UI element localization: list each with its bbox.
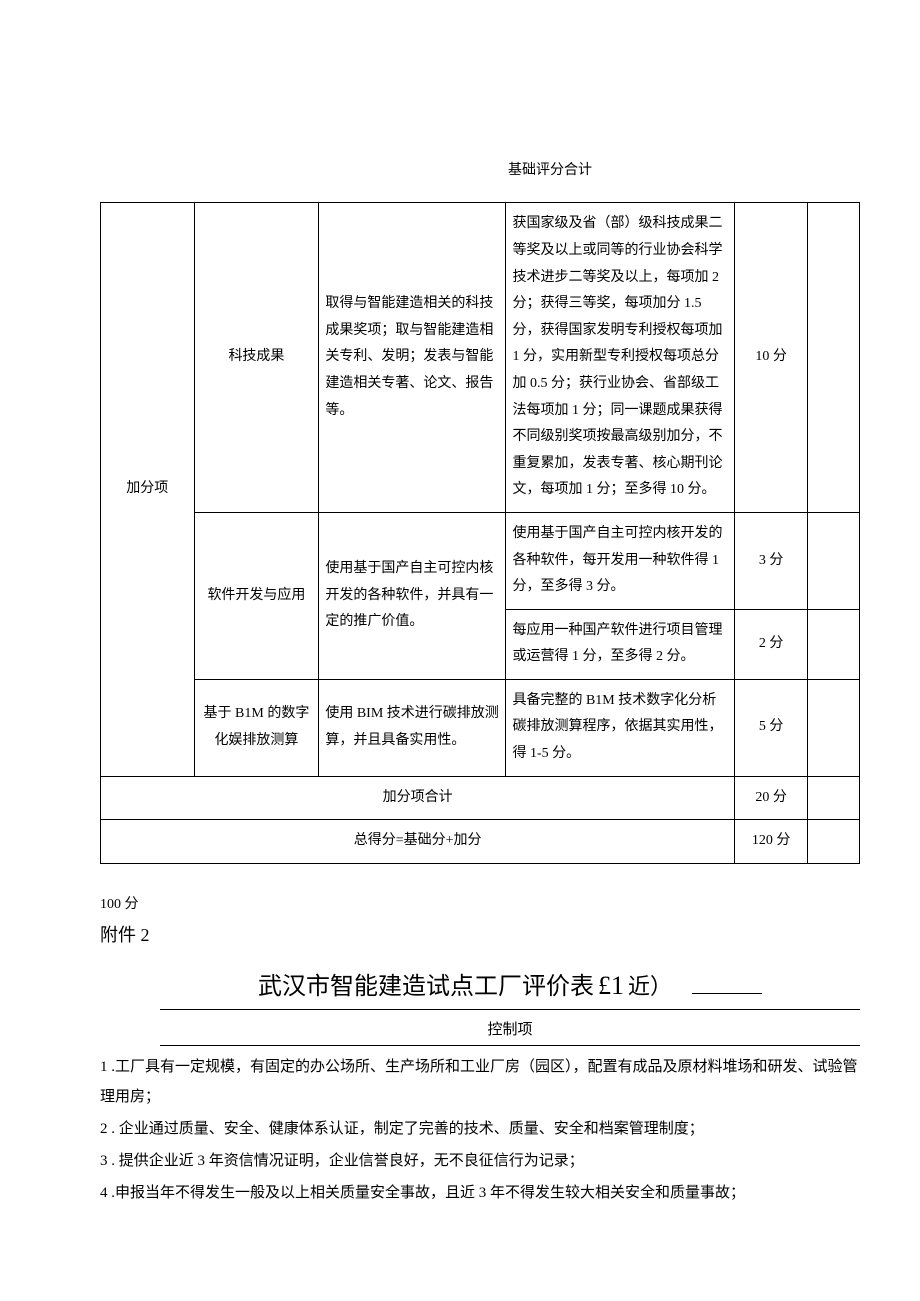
blank-cell — [807, 776, 859, 820]
attachment-label: 附件 2 — [100, 921, 860, 950]
table-row: 软件开发与应用 使用基于国产自主可控内核开发的各种软件，并具有一定的推广价值。 … — [101, 512, 860, 609]
control-item: 2 . 企业通过质量、安全、健康体系认证，制定了完善的技术、质量、安全和档案管理… — [100, 1114, 860, 1144]
title-blank-line — [692, 993, 762, 994]
table-row: 加分项 科技成果 取得与智能建造相关的科技成果奖项；取与智能建造相关专利、发明；… — [101, 203, 860, 513]
score-cell: 5 分 — [735, 679, 808, 776]
blank-cell — [807, 512, 859, 609]
score-cell: 3 分 — [735, 512, 808, 609]
grand-total-row: 总得分=基础分+加分 120 分 — [101, 820, 860, 864]
grand-total-label: 总得分=基础分+加分 — [101, 820, 735, 864]
sub-cell: 科技成果 — [194, 203, 319, 513]
score-note: 100 分 — [100, 894, 860, 916]
sub-cell: 软件开发与应用 — [194, 512, 319, 679]
basic-total-label: 基础评分合计 — [240, 160, 860, 182]
bonus-total-score: 20 分 — [735, 776, 808, 820]
desc-cell: 使用基于国产自主可控内核开发的各种软件，并具有一定的推广价值。 — [319, 512, 506, 679]
blank-cell — [807, 203, 859, 513]
control-list: 1 .工厂具有一定规模，有固定的办公场所、生产场所和工业厂房（园区），配置有成品… — [100, 1052, 860, 1208]
page-title: 武汉市智能建造试点工厂评价表 £1 近） — [160, 965, 860, 1010]
bonus-total-row: 加分项合计 20 分 — [101, 776, 860, 820]
blank-cell — [807, 679, 859, 776]
blank-cell — [807, 820, 859, 864]
criteria-cell: 具备完整的 B1M 技术数字化分析碳排放测算程序，依据其实用性，得 1-5 分。 — [506, 679, 735, 776]
score-cell: 2 分 — [735, 609, 808, 679]
bonus-total-label: 加分项合计 — [101, 776, 735, 820]
title-main: 武汉市智能建造试点工厂评价表 — [258, 968, 594, 1006]
control-item: 4 .申报当年不得发生一般及以上相关质量安全事故，且近 3 年不得发生较大相关安… — [100, 1178, 860, 1208]
desc-cell: 使用 BIM 技术进行碳排放测算，并且具备实用性。 — [319, 679, 506, 776]
control-item: 1 .工厂具有一定规模，有固定的办公场所、生产场所和工业厂房（园区），配置有成品… — [100, 1052, 860, 1112]
blank-cell — [807, 609, 859, 679]
desc-cell: 取得与智能建造相关的科技成果奖项；取与智能建造相关专利、发明；发表与智能建造相关… — [319, 203, 506, 513]
bonus-table: 加分项 科技成果 取得与智能建造相关的科技成果奖项；取与智能建造相关专利、发明；… — [100, 202, 860, 863]
criteria-cell: 使用基于国产自主可控内核开发的各种软件，每开发用一种软件得 1 分，至多得 3 … — [506, 512, 735, 609]
table-row: 基于 B1M 的数字化娱排放测算 使用 BIM 技术进行碳排放测算，并且具备实用… — [101, 679, 860, 776]
title-e1: £1 — [598, 965, 624, 1007]
sub-cell: 基于 B1M 的数字化娱排放测算 — [194, 679, 319, 776]
category-cell: 加分项 — [101, 203, 195, 776]
control-item: 3 . 提供企业近 3 年资信情况证明，企业信誉良好，无不良征信行为记录； — [100, 1146, 860, 1176]
score-cell: 10 分 — [735, 203, 808, 513]
control-header: 控制项 — [160, 1018, 860, 1046]
criteria-cell: 获国家级及省（部）级科技成果二等奖及以上或同等的行业协会科学技术进步二等奖及以上… — [506, 203, 735, 513]
grand-total-score: 120 分 — [735, 820, 808, 864]
criteria-cell: 每应用一种国产软件进行项目管理或运营得 1 分，至多得 2 分。 — [506, 609, 735, 679]
title-tail: 近） — [628, 969, 672, 1004]
